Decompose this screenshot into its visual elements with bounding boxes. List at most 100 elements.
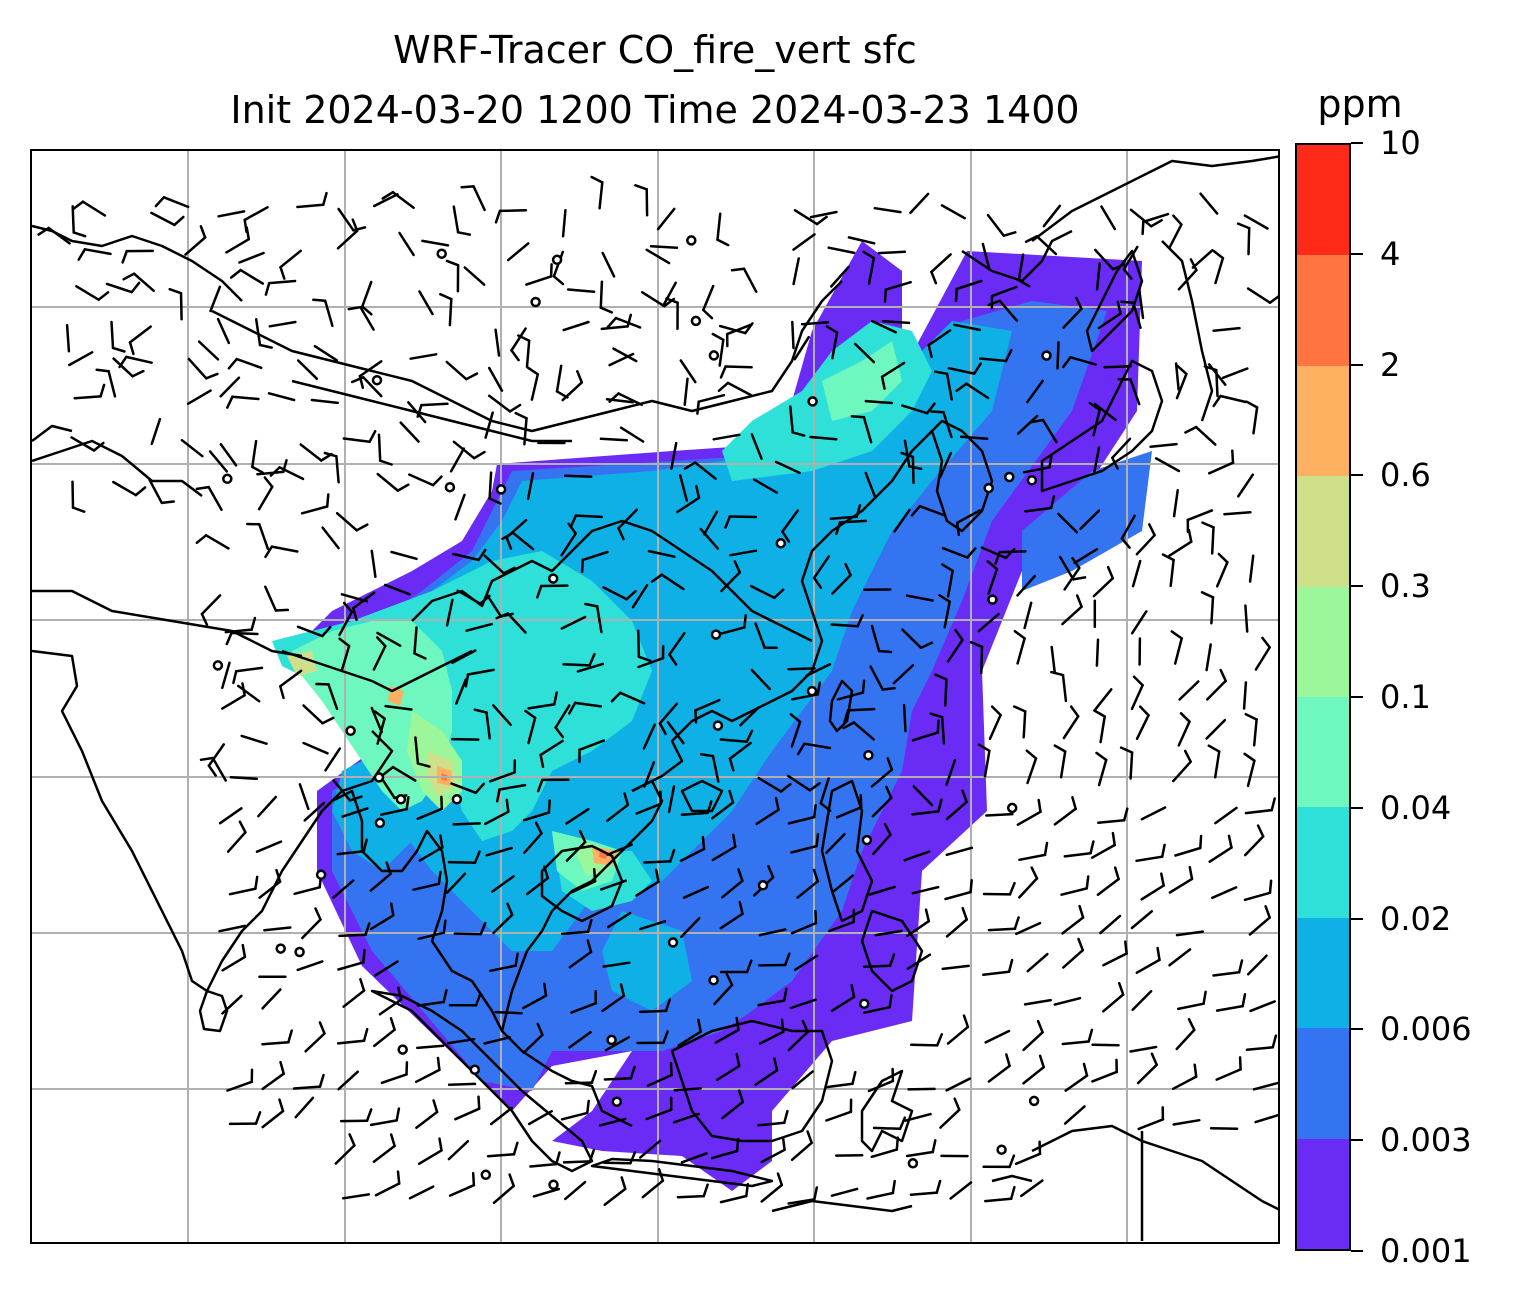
wind-barb-staff [573, 701, 603, 708]
wind-barb-staff [911, 731, 940, 742]
wind-barb-flag [774, 796, 780, 812]
wind-barb-flag [801, 1019, 809, 1034]
wind-barb-flag [323, 451, 338, 458]
wind-barb-staff [1136, 1063, 1158, 1085]
wind-barb-staff [562, 320, 590, 332]
wind-barb-flag [111, 346, 126, 353]
wind-barb-flag [1078, 904, 1085, 919]
wind-barb-flag [592, 868, 597, 883]
wind-barb-flag [352, 226, 367, 232]
wind-barb-staff [342, 989, 366, 1008]
wind-barb-staff [1174, 362, 1180, 391]
wind-barb-staff [1138, 290, 1145, 320]
wind-barb-staff [1129, 378, 1141, 406]
colorbar-band-7 [1297, 365, 1349, 477]
wind-barb-staff [1129, 1045, 1158, 1053]
wind-barb-staff [606, 803, 630, 822]
wind-barb-staff [323, 299, 334, 328]
colorbar-band-8 [1297, 255, 1349, 366]
wind-barb-staff [370, 549, 377, 578]
wind-barb-staff [749, 584, 776, 600]
wind-barb-flag [608, 392, 620, 403]
wind-barb-staff [985, 812, 1014, 817]
wind-barb-staff [292, 1085, 322, 1090]
wind-barb-staff [1099, 914, 1122, 935]
wind-barb-flag [1069, 705, 1080, 718]
wind-barb-staff [711, 845, 737, 862]
wind-barb-staff [978, 357, 1008, 363]
wind-barb-flag [536, 778, 544, 793]
wind-barb-flag [812, 803, 817, 819]
wind-barb-staff [1135, 855, 1164, 863]
coastline-segment [930, 419, 994, 533]
wind-barb-flag [898, 1116, 907, 1131]
wind-barb-flag [1111, 456, 1119, 470]
wind-barb-staff [451, 649, 477, 665]
wind-barb-staff [207, 743, 226, 767]
wind-barb-flag [359, 977, 366, 992]
wind-barb-staff [380, 1073, 408, 1085]
wind-barb-staff [1120, 514, 1136, 540]
wind-barb-staff [1140, 806, 1167, 821]
wind-barb-flag [118, 355, 128, 369]
wind-barb-staff [529, 1162, 558, 1168]
calm-wind-station-marker [373, 772, 385, 783]
wind-barb-flag [338, 637, 351, 648]
wind-barb-flag [229, 268, 242, 279]
wind-barb-staff [566, 288, 596, 293]
calm-wind-station-marker [1041, 350, 1052, 361]
wind-barb-staff [1168, 540, 1193, 557]
wind-barb-flag [895, 1136, 900, 1151]
wind-barb-staff [867, 1079, 895, 1093]
wind-barb-staff [335, 455, 340, 484]
wind-barb-flag [121, 249, 129, 264]
wind-barb-flag [473, 708, 488, 714]
wind-barb-flag [1017, 278, 1031, 288]
wind-barb-staff [376, 717, 386, 745]
calm-wind-station-marker [212, 660, 224, 671]
wind-barb-staff [953, 323, 982, 332]
wind-barb-staff [570, 1002, 597, 1014]
wind-barb-staff [70, 436, 96, 452]
wind-barb-staff [877, 250, 907, 255]
wind-barb-flag [730, 267, 746, 272]
wind-barb-flag [72, 200, 85, 211]
wind-barb-staff [892, 664, 915, 685]
wind-barb-staff [1215, 368, 1219, 398]
wind-barb-flag [134, 486, 147, 497]
wind-barb-flag [396, 483, 410, 492]
colorbar-tick-label: 0.001 [1380, 1232, 1472, 1270]
wind-barb-staff [866, 1191, 895, 1200]
wind-barb-staff [110, 320, 115, 350]
wind-barb-staff [694, 698, 721, 712]
wind-barb-staff [231, 395, 260, 401]
wind-barb-staff [909, 192, 930, 215]
wind-barb-flag [806, 1130, 813, 1145]
wind-barb-staff [774, 460, 801, 475]
wind-barb-staff [267, 392, 296, 402]
wind-barb-flag [783, 1109, 789, 1125]
wind-barb-staff [527, 716, 537, 745]
wind-barb-staff [825, 1082, 854, 1089]
wind-barb-staff [448, 1183, 476, 1197]
wind-barb-flag [816, 681, 822, 696]
wind-barb-staff [128, 325, 152, 344]
wind-barb-staff [619, 426, 645, 443]
wind-barb-staff [1215, 1068, 1242, 1081]
concentration-region-level-2 [602, 911, 692, 1011]
wind-barb-staff [1016, 810, 1042, 826]
map-panel [30, 149, 1280, 1244]
wind-barb-flag [881, 686, 896, 691]
colorbar-tick-label: 0.02 [1380, 899, 1452, 938]
wind-barb-staff [465, 622, 494, 632]
wind-barb-flag [352, 606, 358, 621]
calm-wind-station-marker [690, 315, 702, 327]
wind-barb-staff [750, 433, 763, 460]
wind-barb-flag [1183, 749, 1192, 763]
wind-barb-flag [910, 504, 922, 517]
wind-barb-staff [1063, 1105, 1086, 1125]
wind-barb-staff [570, 880, 597, 894]
wind-barb-staff [987, 1064, 1011, 1083]
wind-barb-staff [1214, 806, 1238, 825]
wind-barb-flag [168, 287, 183, 295]
